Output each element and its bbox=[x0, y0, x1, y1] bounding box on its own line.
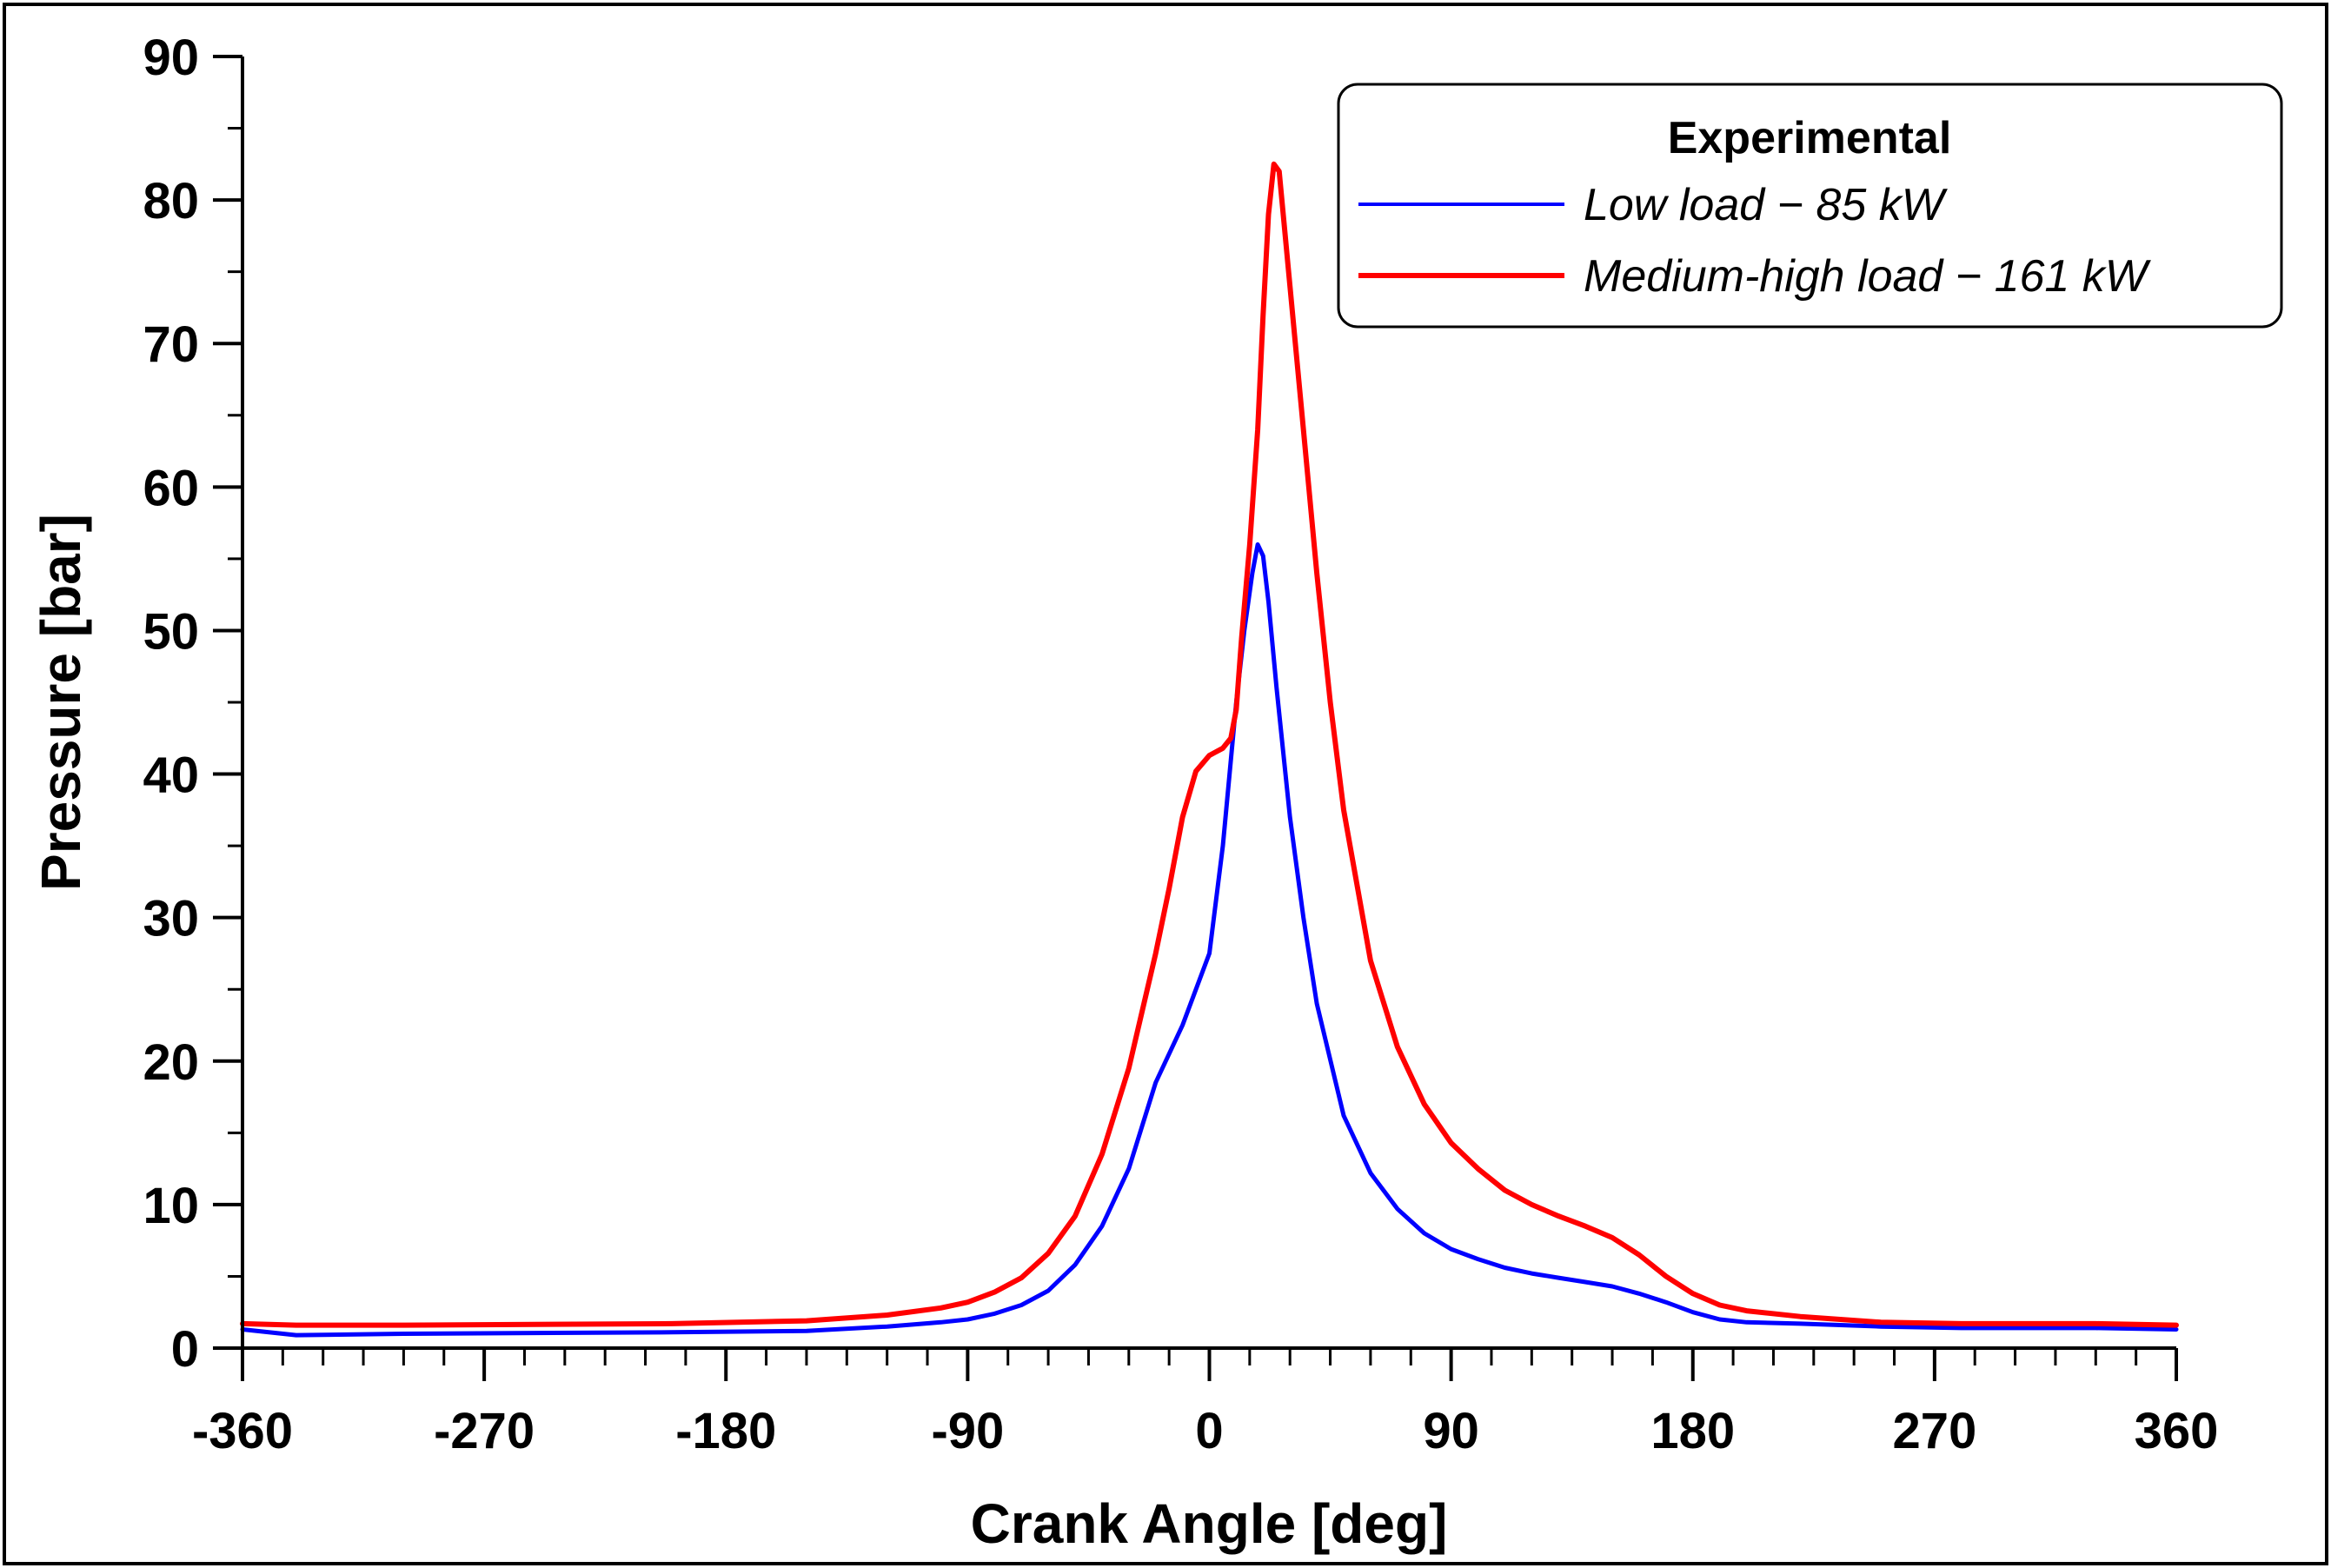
major-ticks bbox=[213, 55, 2178, 1381]
y-tick-label: 40 bbox=[143, 747, 199, 804]
y-tick-label: 70 bbox=[143, 316, 199, 373]
series-lines bbox=[240, 161, 2179, 1338]
x-tick-label: -90 bbox=[931, 1403, 1004, 1459]
y-axis-title: Pressure [bar] bbox=[30, 514, 92, 891]
y-tick-label: 50 bbox=[143, 603, 199, 660]
series-line-medium-high-load bbox=[240, 161, 2179, 1328]
x-tick-label: -360 bbox=[192, 1403, 293, 1459]
x-tick-label: 180 bbox=[1650, 1403, 1735, 1459]
x-tick-label: 90 bbox=[1423, 1403, 1479, 1459]
legend-title: Experimental bbox=[1668, 113, 1952, 163]
y-tick-label: 20 bbox=[143, 1034, 199, 1091]
y-tick-label: 90 bbox=[143, 30, 199, 86]
y-tick-labels: 0 10 20 30 40 50 60 70 80 90 bbox=[143, 30, 199, 1378]
x-tick-label: 0 bbox=[1195, 1403, 1223, 1459]
x-tick-label: 270 bbox=[1892, 1403, 1976, 1459]
y-tick-label: 30 bbox=[143, 891, 199, 947]
x-tick-label: 360 bbox=[2135, 1403, 2219, 1459]
x-tick-labels: -360 -270 -180 -90 0 90 180 270 360 bbox=[192, 1403, 2218, 1459]
x-tick-label: -180 bbox=[675, 1403, 776, 1459]
y-tick-label: 80 bbox=[143, 173, 199, 229]
minor-ticks bbox=[228, 127, 2138, 1365]
legend-label-low-load: Low load − 85 kW bbox=[1584, 180, 1949, 230]
y-tick-label: 0 bbox=[171, 1321, 199, 1378]
x-axis-title: Crank Angle [deg] bbox=[971, 1492, 1448, 1555]
legend: Experimental Low load − 85 kW Medium-hig… bbox=[1337, 83, 2283, 329]
x-tick-label: -270 bbox=[434, 1403, 535, 1459]
y-tick-label: 60 bbox=[143, 460, 199, 516]
legend-label-medium-high-load: Medium-high load − 161 kW bbox=[1584, 251, 2152, 302]
y-tick-label: 10 bbox=[143, 1178, 199, 1234]
legend-box bbox=[1337, 83, 2283, 329]
series-line-low-load bbox=[240, 541, 2179, 1338]
